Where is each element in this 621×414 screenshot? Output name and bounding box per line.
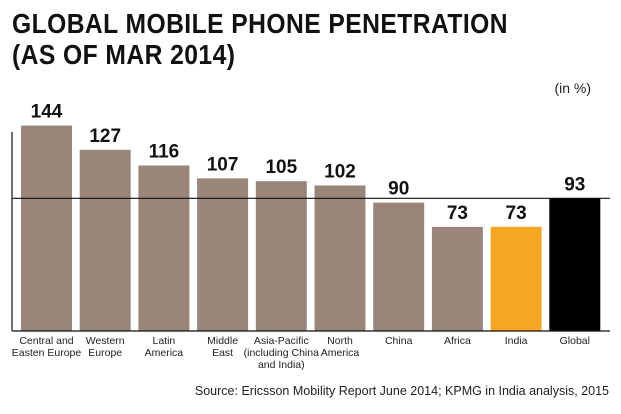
value-label-0: 144 <box>31 102 63 123</box>
category-label-4-2: and India) <box>258 359 305 371</box>
category-label-5-1: America <box>321 347 360 359</box>
bar-0 <box>21 125 72 331</box>
bar-4 <box>255 181 307 331</box>
category-label-0-0: Central and <box>19 335 73 347</box>
bar-7 <box>431 226 483 331</box>
category-label-8-0: India <box>505 335 528 347</box>
category-label-2-0: Latin <box>153 335 176 347</box>
category-label-3-1: East <box>212 347 233 359</box>
value-label-3: 107 <box>207 154 239 175</box>
category-label-7-0: Africa <box>444 335 471 347</box>
bar-6 <box>373 202 425 331</box>
bar-3 <box>197 178 249 331</box>
category-label-1-1: Europe <box>88 347 122 359</box>
category-label-5-0: North <box>327 335 353 347</box>
bar-2 <box>138 165 190 331</box>
category-label-0-1: Easten Europe <box>12 347 82 359</box>
category-label-1-0: Western <box>86 335 125 347</box>
value-label-1: 127 <box>89 126 121 147</box>
value-label-5: 102 <box>324 161 356 182</box>
category-label-9-0: Global <box>560 335 590 347</box>
unit-label: (in %) <box>554 80 591 96</box>
bar-9 <box>549 198 601 331</box>
source-note: Source: Ericsson Mobility Report June 20… <box>194 384 609 398</box>
bar-5 <box>314 185 366 331</box>
category-label-3-0: Middle <box>207 335 238 347</box>
bar-1 <box>79 149 131 331</box>
bar-8 <box>490 226 542 331</box>
value-label-6: 90 <box>388 179 409 200</box>
value-label-2: 116 <box>149 142 180 163</box>
category-label-6-0: China <box>385 335 413 347</box>
value-label-8: 73 <box>506 203 527 224</box>
value-label-7: 73 <box>447 203 468 224</box>
category-label-4-1: (including China <box>244 347 319 359</box>
chart-title: GLOBAL MOBILE PHONE PENETRATION (AS OF M… <box>12 8 508 70</box>
category-label-4-0: Asia-Pacific <box>254 335 309 347</box>
chart-title-line-2: (AS OF MAR 2014) <box>12 39 236 70</box>
value-label-4: 105 <box>265 157 297 178</box>
value-label-9: 93 <box>564 174 585 195</box>
chart-title-line-1: GLOBAL MOBILE PHONE PENETRATION <box>12 8 508 39</box>
category-label-2-1: America <box>145 347 184 359</box>
